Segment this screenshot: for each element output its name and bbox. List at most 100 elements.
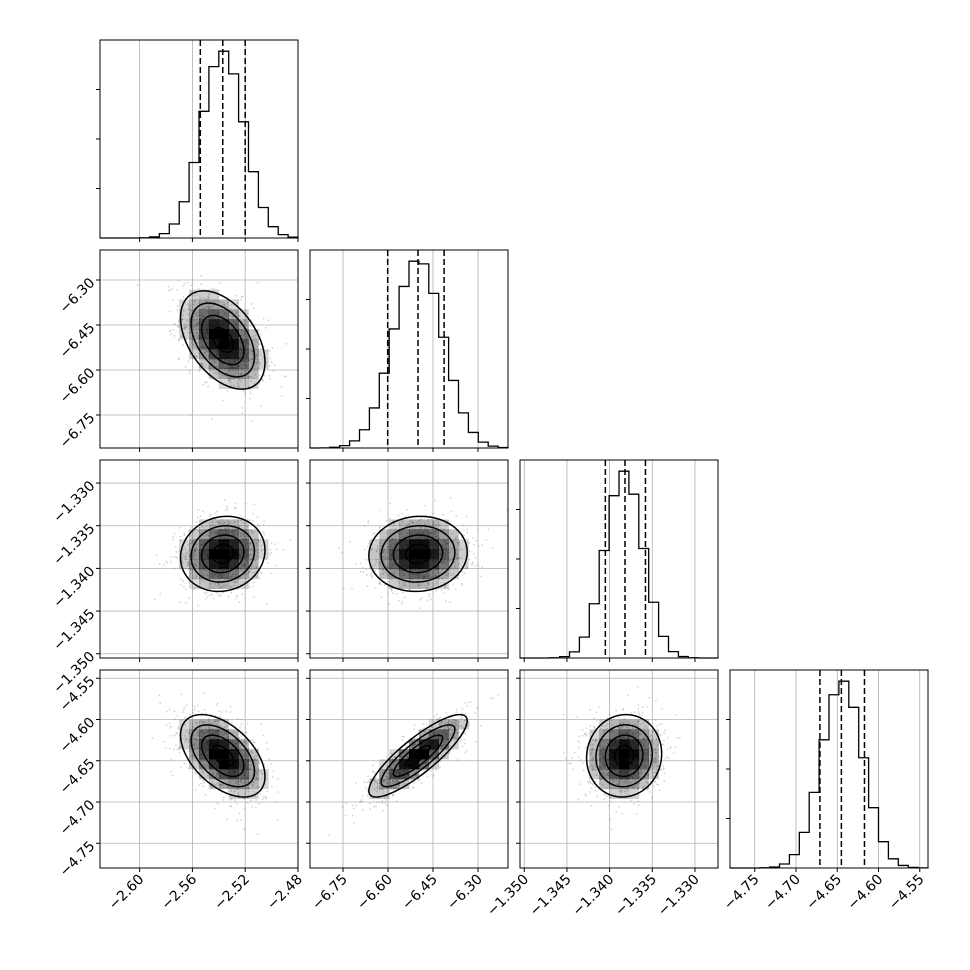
scatter-point bbox=[198, 370, 201, 372]
scatter-point bbox=[211, 362, 214, 365]
scatter-point bbox=[239, 374, 242, 376]
scatter-point bbox=[269, 549, 272, 551]
scatter-point bbox=[438, 717, 441, 720]
scatter-point bbox=[177, 357, 180, 360]
scatter-point bbox=[185, 601, 187, 604]
scatter-point bbox=[235, 581, 238, 584]
scatter-point bbox=[158, 694, 161, 697]
scatter-point bbox=[463, 572, 466, 575]
density-cell bbox=[399, 549, 410, 560]
scatter-point bbox=[206, 591, 209, 593]
scatter-point bbox=[163, 563, 166, 566]
scatter-point bbox=[177, 727, 180, 730]
scatter-point bbox=[203, 692, 205, 694]
scatter-point bbox=[344, 814, 347, 817]
scatter-point bbox=[219, 282, 222, 284]
scatter-point bbox=[271, 776, 274, 778]
scatter-point bbox=[268, 364, 271, 367]
scatter-point bbox=[262, 531, 265, 534]
density-cell bbox=[208, 358, 220, 370]
scatter-point bbox=[384, 799, 387, 801]
scatter-point bbox=[353, 807, 355, 810]
scatter-point bbox=[242, 532, 245, 535]
scatter-point bbox=[469, 550, 472, 553]
scatter-point bbox=[252, 585, 254, 588]
scatter-point bbox=[213, 371, 216, 374]
scatter-point bbox=[280, 394, 283, 397]
scatter-point bbox=[276, 818, 279, 821]
scatter-point bbox=[361, 795, 364, 798]
scatter-point bbox=[168, 330, 171, 333]
scatter-point bbox=[463, 529, 465, 532]
density-cell bbox=[438, 549, 449, 560]
scatter-point bbox=[181, 314, 184, 316]
scatter-point bbox=[249, 325, 252, 328]
scatter-point bbox=[270, 551, 273, 554]
scatter-point bbox=[217, 583, 220, 586]
scatter-point bbox=[237, 314, 240, 317]
scatter-panel-2-3: −1.350−1.345−1.340−1.335−1.330 bbox=[484, 669, 719, 919]
scatter-point bbox=[234, 294, 237, 297]
scatter-point bbox=[200, 297, 203, 299]
scatter-point bbox=[466, 749, 468, 752]
scatter-point bbox=[265, 741, 268, 744]
scatter-point bbox=[429, 598, 432, 601]
scatter-point bbox=[663, 732, 666, 734]
scatter-point bbox=[219, 522, 222, 524]
density-cell bbox=[228, 729, 239, 740]
scatter-point bbox=[182, 711, 185, 714]
density-cell bbox=[438, 578, 449, 589]
scatter-point bbox=[177, 339, 180, 342]
scatter-point bbox=[420, 781, 423, 784]
scatter-point bbox=[247, 571, 250, 574]
scatter-point bbox=[226, 389, 229, 392]
scatter-point bbox=[251, 513, 254, 515]
scatter-point bbox=[367, 520, 370, 522]
scatter-point bbox=[197, 352, 200, 355]
scatter-point bbox=[178, 319, 181, 321]
density-cell bbox=[199, 309, 210, 320]
scatter-point bbox=[236, 310, 239, 313]
scatter-point bbox=[212, 597, 215, 600]
scatter-point bbox=[256, 516, 259, 518]
scatter-point bbox=[182, 708, 185, 711]
scatter-point bbox=[174, 545, 177, 548]
scatter-point bbox=[196, 324, 199, 327]
scatter-point bbox=[172, 539, 175, 541]
scatter-point bbox=[240, 373, 242, 375]
scatter-point bbox=[200, 362, 203, 365]
scatter-point bbox=[231, 580, 233, 583]
scatter-point bbox=[428, 593, 431, 596]
scatter-point bbox=[168, 708, 171, 711]
scatter-point bbox=[256, 282, 259, 284]
scatter-point bbox=[366, 573, 368, 576]
scatter-point bbox=[151, 737, 154, 739]
scatter-point bbox=[184, 555, 187, 558]
scatter-point bbox=[221, 301, 224, 304]
scatter-point bbox=[219, 586, 222, 589]
scatter-point bbox=[175, 556, 178, 559]
density-cell bbox=[179, 329, 190, 340]
scatter-point bbox=[196, 294, 199, 296]
scatter-point bbox=[372, 532, 375, 535]
scatter-point bbox=[203, 781, 205, 784]
scatter-point bbox=[229, 378, 232, 381]
scatter-point bbox=[372, 764, 374, 767]
scatter-point bbox=[257, 523, 259, 526]
density-cell bbox=[228, 319, 239, 330]
scatter-point bbox=[205, 534, 208, 536]
scatter-point bbox=[492, 697, 494, 700]
scatter-point bbox=[195, 314, 197, 317]
scatter-point bbox=[253, 741, 256, 744]
scatter-point bbox=[573, 751, 576, 754]
scatter-point bbox=[257, 353, 260, 356]
scatter-point bbox=[204, 528, 207, 531]
scatter-point bbox=[212, 359, 215, 361]
scatter-point bbox=[249, 359, 252, 362]
scatter-point bbox=[354, 781, 357, 784]
scatter-point bbox=[464, 712, 467, 715]
density-cell bbox=[179, 309, 190, 320]
density-cell bbox=[248, 778, 259, 790]
scatter-point bbox=[227, 595, 230, 598]
scatter-point bbox=[367, 521, 370, 524]
